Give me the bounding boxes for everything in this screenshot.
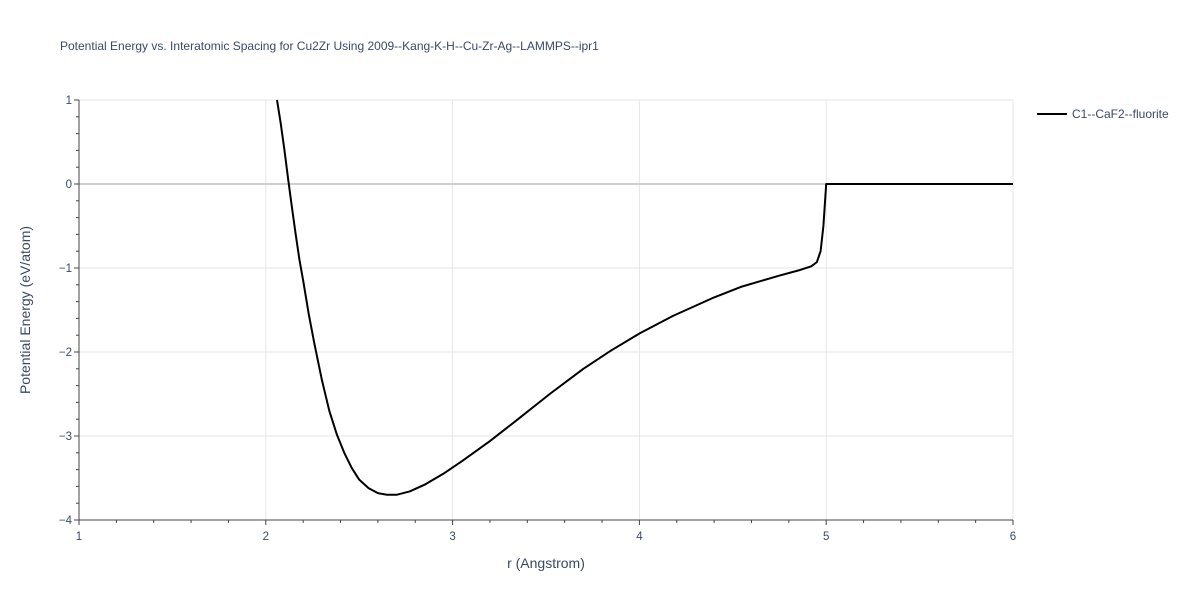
x-tick-label: 5 xyxy=(823,531,829,543)
x-tick-label: 4 xyxy=(636,531,643,543)
y-tick-label: 1 xyxy=(66,95,72,107)
series-layer xyxy=(276,99,1013,496)
chart-title: Potential Energy vs. Interatomic Spacing… xyxy=(60,39,599,53)
x-tick-label: 6 xyxy=(1010,531,1016,543)
x-tick-label: 2 xyxy=(263,531,269,543)
y-axis-title: Potential Energy (eV/atom) xyxy=(17,226,33,394)
x-tick-label: 1 xyxy=(76,531,82,543)
axis-layer: 1 2 3 4 5 6 1 0 −1 −2 −3 −4 xyxy=(59,95,1016,543)
x-axis-title: r (Angstrom) xyxy=(507,555,585,571)
series-line-0 xyxy=(276,99,1013,496)
y-tick-label: −1 xyxy=(59,263,72,275)
y-tick-label: −3 xyxy=(59,431,72,443)
y-tick-label: −2 xyxy=(59,347,72,359)
y-tick-label: 0 xyxy=(66,179,72,191)
grid-layer xyxy=(79,99,1014,520)
legend-label: C1--CaF2--fluorite xyxy=(1072,107,1169,121)
x-tick-label: 3 xyxy=(449,531,455,543)
legend[interactable]: C1--CaF2--fluorite xyxy=(1037,107,1169,121)
y-tick-label: −4 xyxy=(59,515,73,527)
